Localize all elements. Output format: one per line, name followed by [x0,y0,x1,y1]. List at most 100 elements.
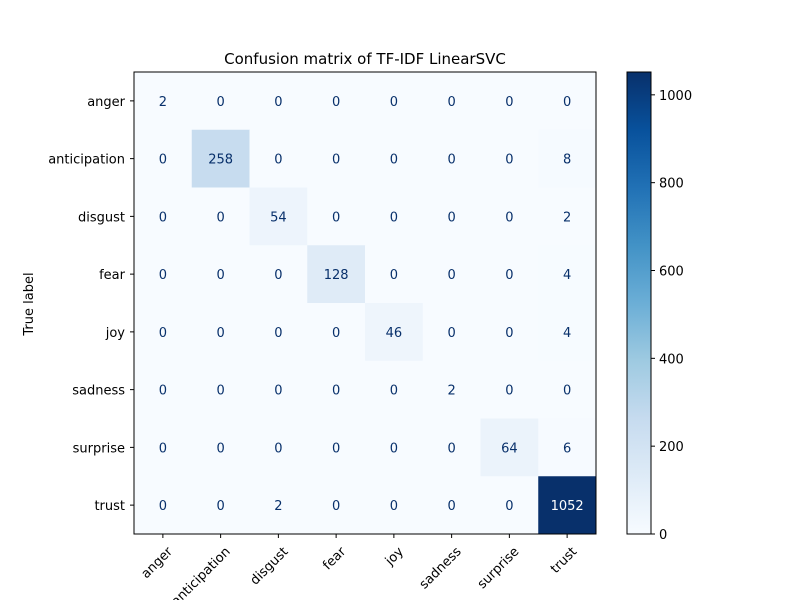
cell-value-joy-trust: 4 [563,326,571,341]
cell-value-joy-joy: 46 [386,326,403,341]
cell-value-fear-disgust: 0 [274,268,282,283]
y-tick-label-surprise: surprise [73,441,125,456]
cell-value-fear-trust: 4 [563,268,571,283]
matrix-cell-sadness-anger [134,360,193,419]
cell-value-disgust-sadness: 0 [447,210,455,225]
cell-value-anticipation-disgust: 0 [274,153,282,168]
matrix-cell-disgust-disgust [249,187,308,246]
y-tick-label-disgust: disgust [78,210,125,225]
matrix-cell-surprise-sadness [422,418,481,477]
cell-value-disgust-anticipation: 0 [216,210,224,225]
cell-value-anticipation-anticipation: 258 [208,153,233,168]
y-axis-ticks: anger anticipation disgust fear joy sadness su… [48,95,134,514]
x-tick-label-trust: trust [548,544,580,576]
matrix-cell-surprise-surprise [480,418,539,477]
matrix-cell-trust-anger [134,476,193,535]
cell-value-sadness-disgust: 0 [274,384,282,399]
matrix-cell-sadness-surprise [480,360,539,419]
matrix-cell-surprise-anticipation [191,418,250,477]
x-tick-label-anticipation: anticipation [169,544,234,600]
matrix-cell-anger-anticipation [191,72,250,131]
cell-value-surprise-anger: 0 [159,441,167,456]
cell-value-disgust-fear: 0 [332,210,340,225]
x-tick-label-anger: anger [139,544,177,582]
colorbar-frame [626,71,652,535]
chart-title: Confusion matrix of TF-IDF LinearSVC [224,50,506,68]
matrix-cell-trust-disgust [249,476,308,535]
matrix-cell-fear-disgust [249,245,308,304]
cell-value-trust-fear: 0 [332,499,340,514]
cell-value-sadness-trust: 0 [563,384,571,399]
cell-value-fear-fear: 128 [324,268,349,283]
x-tick-label-joy: joy [382,544,407,569]
cell-value-surprise-surprise: 64 [501,441,518,456]
cell-value-disgust-trust: 2 [563,210,571,225]
matrix-cell-joy-anticipation [191,303,250,362]
cell-value-trust-sadness: 0 [447,499,455,514]
matrix-cell-anticipation-trust [538,129,597,188]
matrix-cell-surprise-joy [365,418,424,477]
matrix-cell-joy-disgust [249,303,308,362]
x-tick-label-fear: fear [320,544,349,573]
colorbar-gradient [627,72,651,534]
cell-value-trust-disgust: 2 [274,499,282,514]
cell-value-sadness-joy: 0 [390,384,398,399]
matrix-cell-sadness-joy [365,360,424,419]
matrix-cell-sadness-fear [307,360,366,419]
matrix-cell-anger-disgust [249,72,308,131]
matrix-cell-anger-anger [134,72,193,131]
cell-value-anticipation-sadness: 0 [447,153,455,168]
matrix-cell-anger-joy [365,72,424,131]
matrix-cell-surprise-disgust [249,418,308,477]
matrix-cell-joy-surprise [480,303,539,362]
colorbar-tick-label: 600 [659,265,684,280]
matrix-cell-trust-surprise [480,476,539,535]
y-tick-label-anger: anger [87,95,125,110]
colorbar-tick-label: 800 [659,177,684,192]
colorbar-tick-label: 1000 [659,89,692,104]
y-tick-label-joy: joy [105,326,126,341]
cell-value-sadness-fear: 0 [332,384,340,399]
cell-value-trust-anticipation: 0 [216,499,224,514]
matrix-frame [133,71,597,535]
cell-value-trust-joy: 0 [390,499,398,514]
matrix-cell-disgust-anger [134,187,193,246]
cell-value-anger-anger: 2 [159,95,167,110]
cell-value-anger-trust: 0 [563,95,571,110]
colorbar: 0 200 400 600 800 1000 [626,71,692,543]
cell-value-disgust-joy: 0 [390,210,398,225]
cell-value-sadness-surprise: 0 [505,384,513,399]
matrix-cell-fear-joy [365,245,424,304]
cell-value-surprise-sadness: 0 [447,441,455,456]
colorbar-tick-label: 200 [659,440,684,455]
matrix-cell-joy-sadness [422,303,481,362]
cell-value-surprise-disgust: 0 [274,441,282,456]
matrix-cell-sadness-anticipation [191,360,250,419]
matrix-cell-disgust-joy [365,187,424,246]
cell-value-disgust-anger: 0 [159,210,167,225]
cell-value-trust-surprise: 0 [505,499,513,514]
cell-value-sadness-sadness: 2 [447,384,455,399]
matrix-cell-fear-trust [538,245,597,304]
x-tick-label-surprise: surprise [475,544,523,592]
matrix-cell-joy-trust [538,303,597,362]
matrix-cell-anger-sadness [422,72,481,131]
cell-value-disgust-disgust: 54 [270,210,287,225]
cell-value-fear-joy: 0 [390,268,398,283]
colorbar-tick-label: 400 [659,352,684,367]
matrix-cell-disgust-sadness [422,187,481,246]
matrix-cell-anticipation-disgust [249,129,308,188]
matrix-cell-labels: 2 0 0 0 0 0 0 0 0 258 0 0 0 0 0 8 0 0 54 0 0 0 0 2 0 0 0 128 0 0 0 4 0 0 0… [159,95,584,514]
cell-value-surprise-fear: 0 [332,441,340,456]
matrix-cell-disgust-anticipation [191,187,250,246]
y-tick-label-anticipation: anticipation [48,153,125,168]
cell-value-joy-anger: 0 [159,326,167,341]
y-axis-label: True label [22,272,37,336]
cell-value-joy-anticipation: 0 [216,326,224,341]
matrix-cell-disgust-fear [307,187,366,246]
matrix-cell-fear-anticipation [191,245,250,304]
cell-value-fear-anticipation: 0 [216,268,224,283]
cell-value-fear-surprise: 0 [505,268,513,283]
matrix-cell-joy-joy [365,303,424,362]
matrix-cell-surprise-fear [307,418,366,477]
